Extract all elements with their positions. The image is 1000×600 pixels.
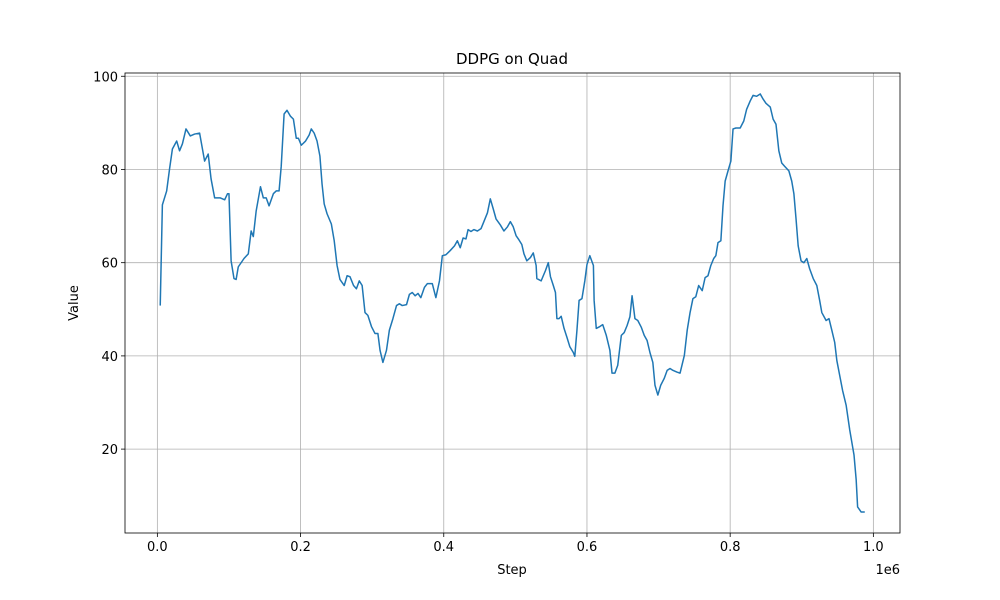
- data-line: [159, 93, 865, 513]
- plot-frame: [124, 72, 901, 534]
- x-offset-label: 1e6: [875, 563, 900, 578]
- chart-title: DDPG on Quad: [456, 50, 568, 68]
- x-tick-label: 1.0: [863, 540, 884, 555]
- y-tick-label: 40: [101, 350, 118, 365]
- x-tick-label: 0.2: [290, 540, 311, 555]
- y-tick-label: 60: [101, 257, 118, 272]
- x-tick-label: 0.4: [433, 540, 454, 555]
- y-tick-label: 20: [101, 443, 118, 458]
- x-axis-label: Step: [497, 563, 527, 578]
- y-tick-label: 100: [93, 70, 118, 85]
- y-tick-label: 80: [101, 163, 118, 178]
- x-tick-label: 0.8: [720, 540, 741, 555]
- y-axis-label: Value: [67, 285, 82, 321]
- x-tick-label: 0.6: [577, 540, 598, 555]
- x-tick-label: 0.0: [147, 540, 168, 555]
